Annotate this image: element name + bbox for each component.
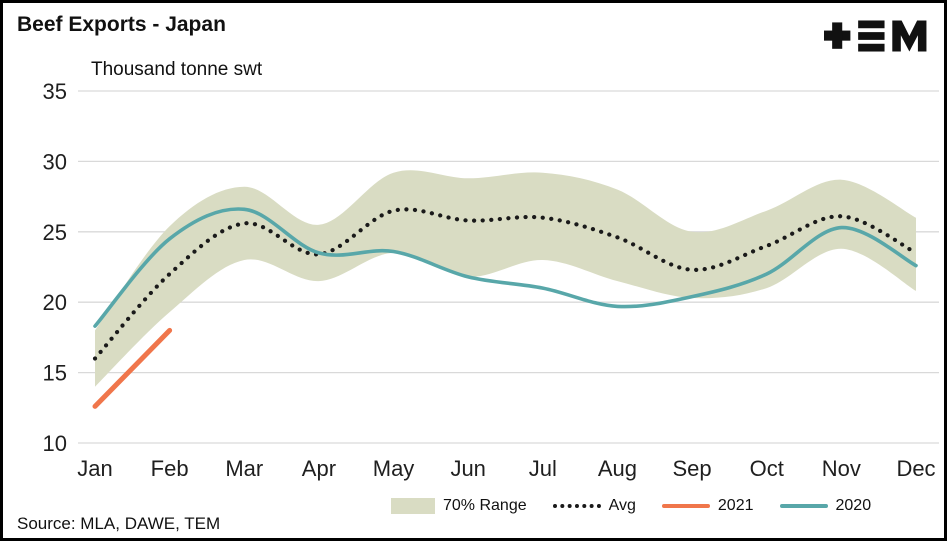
x-tick-label: Apr [302,456,336,481]
legend-item-2020: 2020 [779,497,872,515]
x-tick-label: Jul [529,456,557,481]
x-tick-label: Mar [225,456,263,481]
y-tick-label: 35 [43,79,67,104]
chart-legend: 70% Range Avg 2021 2020 [391,497,871,515]
chart-title: Beef Exports - Japan [17,13,226,36]
series-2020-line [93,207,918,328]
y-tick-label: 10 [43,431,67,456]
x-tick-label: Aug [598,456,637,481]
x-tick-label: Jan [77,456,112,481]
legend-label-2020: 2020 [835,497,872,514]
series-avg-line [92,207,919,361]
x-tick-label: Sep [673,456,712,481]
legend-swatch-2021 [661,504,710,508]
band-70-range [95,170,916,387]
x-tick-label: Feb [151,456,189,481]
legend-label-range: 70% Range [443,497,527,514]
x-tick-label: Oct [750,456,784,481]
legend-item-avg: Avg [552,497,636,515]
y-tick-label: 25 [43,220,67,245]
legend-label-avg: Avg [608,497,636,514]
x-tick-label: Jun [450,456,485,481]
x-tick-label: May [373,456,415,481]
source-note: Source: MLA, DAWE, TEM [17,514,221,533]
legend-swatch-2020 [779,504,828,508]
y-tick-label: 15 [43,361,67,386]
y-tick-label: 30 [43,149,67,174]
y-tick-label: 20 [43,290,67,315]
tem-logo-icon [824,20,927,52]
legend-swatch-band [391,498,435,514]
x-tick-label: Nov [822,456,861,481]
series-2021-line [92,327,173,409]
x-tick-label: Dec [896,456,935,481]
tem-logo [824,15,928,62]
legend-label-2021: 2021 [717,497,754,514]
legend-item-2021: 2021 [661,497,754,515]
axis-unit-label: Thousand tonne swt [91,59,263,80]
legend-item-range: 70% Range [391,497,527,515]
chart-plot: 10 15 20 25 30 35 Jan Feb Mar Apr May Jun Jul Aug Sep O… [43,79,939,481]
legend-swatch-avg [552,504,601,508]
